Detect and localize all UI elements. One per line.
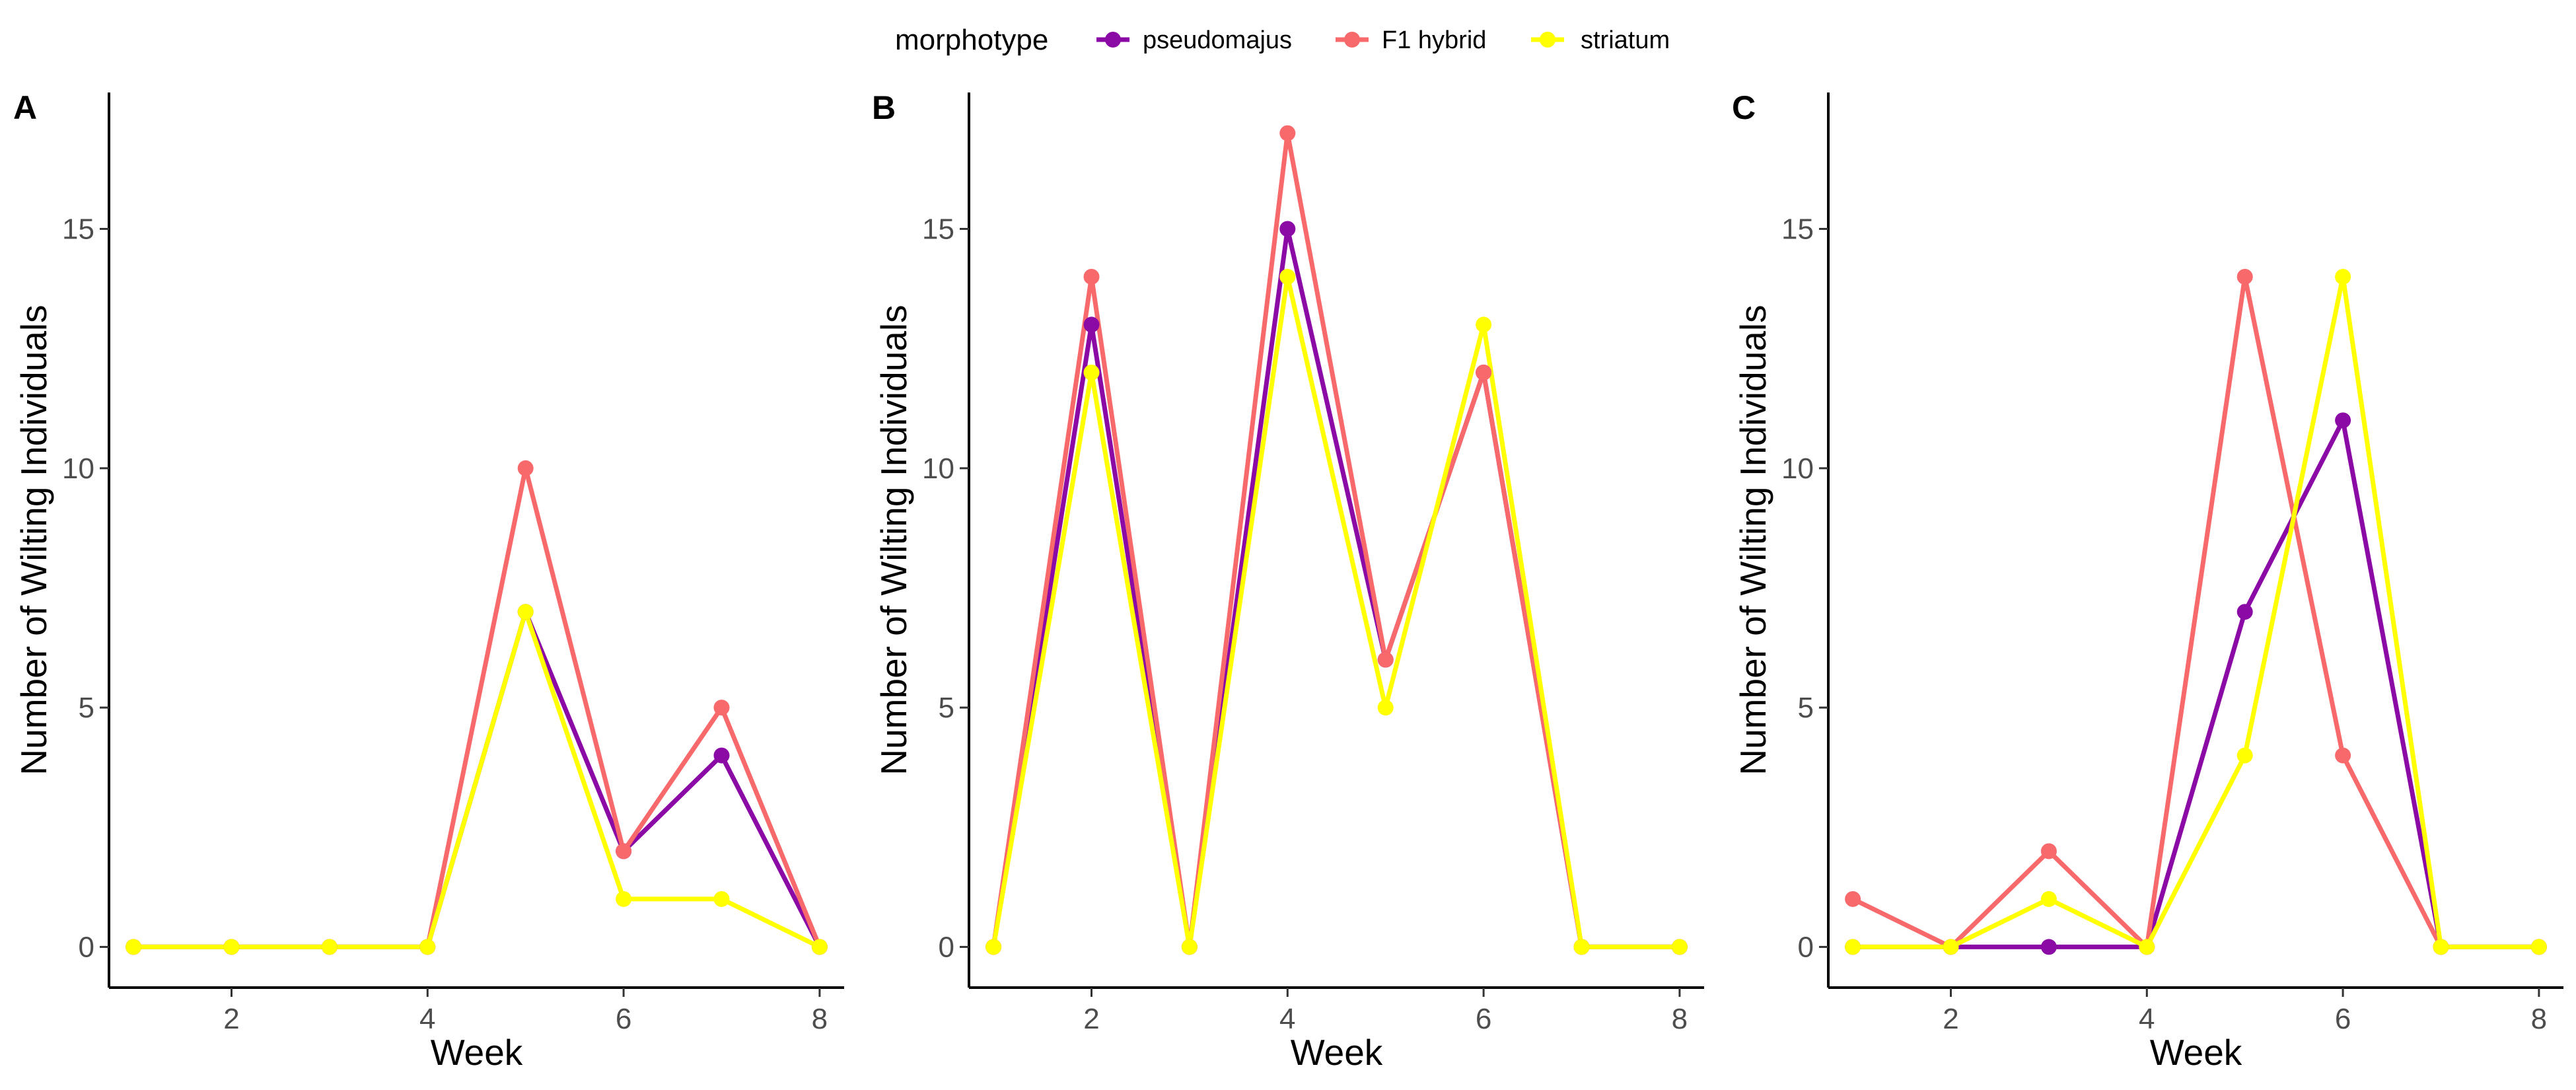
x-tick-label-c-2: 2: [1943, 1003, 1958, 1035]
data-point-c-pseudomajus-week-6: [2335, 412, 2351, 429]
panel-label-b: B: [872, 89, 896, 126]
panel-c: C 0 5 10 15 2 4 6 8 Week Number of Wilting Individ…: [1732, 89, 2563, 1073]
data-point-a-striatum-week-5: [517, 604, 534, 620]
y-tick-label-c-15: 15: [1781, 213, 1814, 246]
data-point-c-striatum-week-3: [2040, 890, 2057, 907]
data-point-a-striatum-week-8: [811, 939, 828, 955]
y-tick-label-a-0: 0: [79, 931, 94, 963]
y-tick-label-c-5: 5: [1798, 692, 1814, 724]
data-point-c-striatum-week-5: [2236, 747, 2253, 764]
y-tick-label-c-10: 10: [1781, 453, 1814, 485]
data-point-a-pseudomajus-week-7: [713, 747, 730, 764]
legend: morphotype pseudomajus F1 hybrid striatu…: [895, 24, 1670, 56]
series-group-b: [985, 125, 1688, 955]
y-tick-label-a-10: 10: [62, 453, 94, 485]
series-line-c-pseudomajus: [1853, 418, 2539, 949]
y-tick-label-a-15: 15: [62, 213, 94, 246]
legend-label-f1-hybrid: F1 hybrid: [1382, 26, 1486, 54]
data-point-b-striatum-week-3: [1181, 939, 1198, 955]
y-tick-label-b-0: 0: [939, 931, 954, 963]
y-tick-label-b-10: 10: [922, 453, 954, 485]
legend-title: morphotype: [895, 24, 1048, 56]
x-tick-label-b-4: 4: [1279, 1003, 1295, 1035]
y-tick-label-b-15: 15: [922, 213, 954, 246]
data-point-b-f1-hybrid-week-6: [1476, 364, 1492, 381]
data-point-b-striatum-week-8: [1671, 939, 1688, 955]
data-point-c-f1-hybrid-week-1: [1845, 890, 1861, 907]
data-point-a-striatum-week-3: [321, 939, 338, 955]
data-point-c-striatum-week-8: [2530, 939, 2547, 955]
data-point-b-striatum-week-7: [1573, 939, 1590, 955]
data-point-b-striatum-week-5: [1377, 700, 1394, 716]
data-point-b-striatum-week-2: [1083, 364, 1100, 381]
panel-b: B 0 5 10 15 2 4 6 8 Week Number of Wilting Individ…: [872, 89, 1704, 1073]
data-point-b-f1-hybrid-week-5: [1377, 651, 1394, 668]
data-point-c-f1-hybrid-week-6: [2335, 747, 2351, 764]
x-tick-label-c-8: 8: [2531, 1003, 2547, 1035]
series-line-c-striatum: [1853, 274, 2539, 949]
data-point-a-striatum-week-6: [616, 890, 632, 907]
x-tick-label-a-2: 2: [223, 1003, 239, 1035]
y-tick-label-a-5: 5: [79, 692, 94, 724]
x-tick-label-b-6: 6: [1476, 1003, 1491, 1035]
series-line-a-striatum: [133, 609, 821, 949]
data-point-b-pseudomajus-week-4: [1279, 221, 1296, 237]
data-point-c-pseudomajus-week-3: [2040, 939, 2057, 955]
x-tick-label-b-2: 2: [1083, 1003, 1099, 1035]
data-point-a-f1-hybrid-week-6: [616, 843, 632, 859]
data-point-c-striatum-week-7: [2433, 939, 2449, 955]
x-tick-label-a-8: 8: [812, 1003, 828, 1035]
x-axis-title-c: Week: [2150, 1032, 2242, 1073]
panel-label-c: C: [1732, 89, 1756, 126]
data-point-b-striatum-week-6: [1476, 316, 1492, 333]
x-tick-label-a-6: 6: [616, 1003, 631, 1035]
data-point-a-striatum-week-4: [419, 939, 436, 955]
data-point-b-pseudomajus-week-2: [1083, 316, 1100, 333]
x-tick-label-b-8: 8: [1672, 1003, 1688, 1035]
data-point-c-pseudomajus-week-5: [2236, 604, 2253, 620]
y-axis-title-c: Number of Wilting Individuals: [1733, 305, 1773, 775]
series-group-c: [1845, 268, 2547, 955]
legend-entry-pseudomajus: pseudomajus: [1096, 26, 1292, 54]
series-line-c-f1-hybrid: [1851, 274, 2539, 949]
data-point-a-striatum-week-2: [223, 939, 240, 955]
x-axis-title-b: Week: [1291, 1032, 1383, 1073]
data-point-c-striatum-week-2: [1943, 939, 1959, 955]
data-point-a-striatum-week-1: [125, 939, 142, 955]
data-point-b-striatum-week-4: [1279, 268, 1296, 285]
legend-entry-f1-hybrid: F1 hybrid: [1336, 26, 1486, 54]
legend-key-point-f1-hybrid: [1344, 32, 1360, 48]
y-tick-label-c-0: 0: [1798, 931, 1814, 963]
y-axis-title-a: Number of Wilting Individuals: [13, 305, 54, 775]
data-point-c-striatum-week-4: [2139, 939, 2155, 955]
chart-panels: A 0 5 10 15 2 4 6 8 Week Number of Wilting Individ…: [13, 89, 2563, 1073]
legend-label-pseudomajus: pseudomajus: [1143, 26, 1292, 54]
data-point-a-f1-hybrid-week-7: [713, 700, 730, 716]
legend-key-point-pseudomajus: [1105, 32, 1121, 48]
data-point-c-f1-hybrid-week-5: [2236, 268, 2253, 285]
data-point-a-f1-hybrid-week-5: [517, 460, 534, 476]
legend-label-striatum: striatum: [1581, 26, 1670, 54]
data-point-b-f1-hybrid-week-2: [1083, 268, 1100, 285]
data-point-c-striatum-week-1: [1845, 939, 1861, 955]
data-point-b-striatum-week-1: [985, 939, 1002, 955]
x-tick-label-c-4: 4: [2139, 1003, 2155, 1035]
data-point-a-striatum-week-7: [713, 890, 730, 907]
legend-entry-striatum: striatum: [1531, 26, 1670, 54]
y-axis-title-b: Number of Wilting Individuals: [873, 305, 914, 775]
data-point-c-f1-hybrid-week-3: [2040, 843, 2057, 859]
data-point-c-striatum-week-6: [2335, 268, 2351, 285]
y-tick-label-b-5: 5: [939, 692, 954, 724]
series-group-a: [125, 460, 828, 955]
panel-a: A 0 5 10 15 2 4 6 8 Week Number of Wilting Individ…: [13, 89, 844, 1073]
panel-label-a: A: [13, 89, 37, 126]
legend-key-point-striatum: [1540, 32, 1556, 48]
series-line-b-striatum: [991, 274, 1680, 949]
x-axis-title-a: Week: [431, 1032, 523, 1073]
x-tick-label-c-6: 6: [2335, 1003, 2351, 1035]
data-point-b-f1-hybrid-week-4: [1279, 125, 1296, 141]
x-tick-label-a-4: 4: [419, 1003, 435, 1035]
